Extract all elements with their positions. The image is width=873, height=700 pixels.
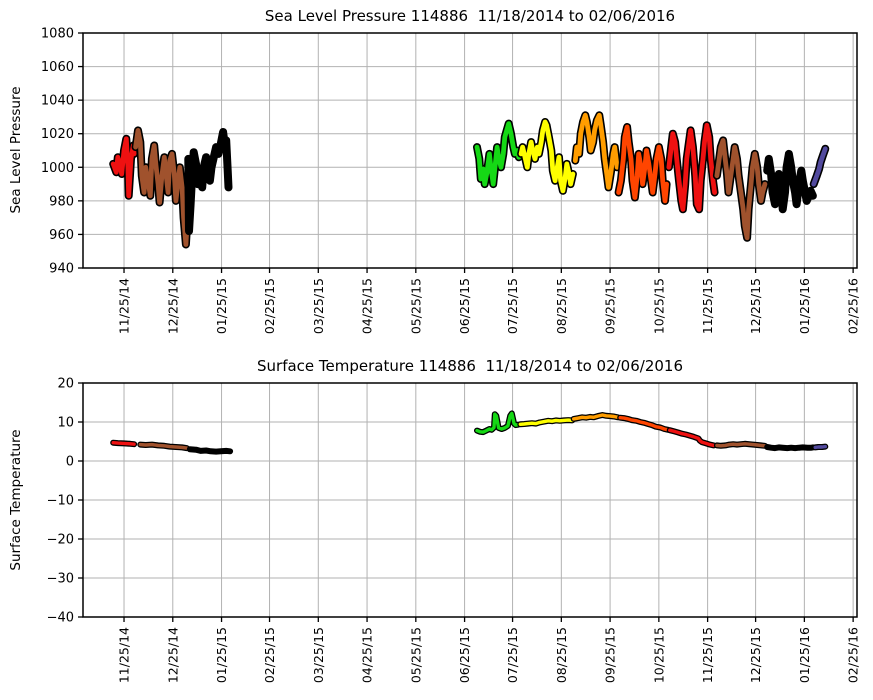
x-tick-label: 06/25/15 <box>457 627 472 683</box>
x-tick-label: 03/25/15 <box>311 278 326 334</box>
series-segment-nov-2014 <box>111 441 136 446</box>
y-tick-label: 10 <box>57 416 74 431</box>
series-segment-aug-2015 <box>518 418 574 426</box>
series-segment-dec-2014 <box>133 127 190 247</box>
y-tick-label: 980 <box>49 194 74 209</box>
series-segment-nov-2015 <box>666 122 717 212</box>
y-tick-label: −30 <box>47 572 74 587</box>
x-tick-label: 08/25/15 <box>554 627 569 683</box>
series-segment-jan-2015 <box>185 129 231 234</box>
x-tick-label: 10/25/15 <box>651 278 666 334</box>
x-tick-label: 02/25/16 <box>846 627 861 683</box>
y-tick-label: 940 <box>49 262 74 277</box>
x-tick-label: 12/25/15 <box>748 278 763 334</box>
x-tick-label: 06/25/15 <box>457 278 472 334</box>
x-tick-label: 02/25/15 <box>262 278 277 334</box>
x-tick-label: 03/25/15 <box>311 627 326 683</box>
series-segment-feb-2016 <box>813 444 827 450</box>
x-tick-label: 11/25/15 <box>700 627 715 683</box>
x-tick-label: 07/25/15 <box>505 627 520 683</box>
series-segment-jul-2015 <box>475 411 520 434</box>
series-segment-jan-2016 <box>764 151 816 212</box>
x-tick-label: 01/25/15 <box>214 278 229 334</box>
y-tick-label: 0 <box>66 455 74 470</box>
x-tick-label: 10/25/15 <box>651 627 666 683</box>
x-tick-label: 12/25/14 <box>165 278 180 334</box>
temperature-chart-title: Surface Temperature 114886 11/18/2014 to… <box>257 357 683 375</box>
x-tick-label: 11/25/14 <box>117 278 132 334</box>
series-segment-oct-2015 <box>616 124 669 204</box>
x-tick-label: 11/25/14 <box>117 627 132 683</box>
y-tick-label: −20 <box>47 533 74 548</box>
y-tick-label: −10 <box>47 494 74 509</box>
y-tick-label: 1040 <box>41 94 74 109</box>
x-tick-label: 09/25/15 <box>603 278 618 334</box>
series-segment-aug-2015 <box>518 119 576 194</box>
x-tick-label: 12/25/15 <box>748 627 763 683</box>
y-tick-label: 960 <box>49 228 74 243</box>
axes-box <box>82 32 858 269</box>
x-tick-label: 01/25/16 <box>797 627 812 683</box>
x-tick-label: 12/25/14 <box>165 627 180 683</box>
y-tick-label: 20 <box>57 377 74 392</box>
series-segment-sep-2015 <box>572 413 620 421</box>
series-segment-sep-2015 <box>572 112 620 190</box>
y-tick-label: 1080 <box>41 27 74 42</box>
series-segment-oct-2015 <box>618 416 670 432</box>
y-tick-label: 1060 <box>41 60 74 75</box>
series-segment-nov-2015 <box>668 428 716 448</box>
x-tick-label: 02/25/15 <box>262 627 277 683</box>
series-segment-dec-2015 <box>715 442 767 448</box>
series-segment-jan-2016 <box>765 445 815 450</box>
series-segment-dec-2015 <box>714 137 768 241</box>
x-tick-label: 08/25/15 <box>554 278 569 334</box>
x-tick-label: 04/25/15 <box>360 627 375 683</box>
series-segment-dec-2014 <box>138 442 189 450</box>
x-tick-label: 01/25/15 <box>214 627 229 683</box>
pressure-chart-title: Sea Level Pressure 114886 11/18/2014 to … <box>264 7 676 25</box>
x-tick-label: 05/25/15 <box>408 627 423 683</box>
series-segment-nov-2014 <box>110 136 137 199</box>
x-tick-label: 11/25/15 <box>700 278 715 334</box>
series-segment-jul-2015 <box>474 121 522 187</box>
x-tick-label: 09/25/15 <box>603 627 618 683</box>
y-tick-label: −40 <box>47 611 74 626</box>
x-tick-label: 07/25/15 <box>505 278 520 334</box>
series-segment-jan-2015 <box>188 447 232 454</box>
y-tick-label: 1000 <box>41 161 74 176</box>
x-tick-label: 01/25/16 <box>797 278 812 334</box>
y-tick-label: 1020 <box>41 127 74 142</box>
x-tick-label: 04/25/15 <box>360 278 375 334</box>
series-segment-feb-2016 <box>811 146 828 187</box>
x-tick-label: 02/25/16 <box>846 278 861 334</box>
x-tick-label: 05/25/15 <box>408 278 423 334</box>
